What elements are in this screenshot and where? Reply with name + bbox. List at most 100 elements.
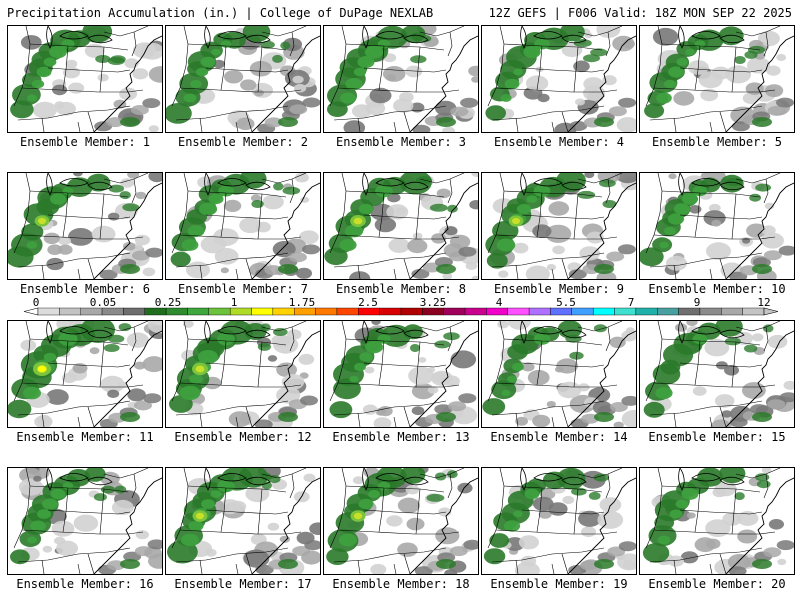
heavier-precip-band <box>483 468 614 569</box>
member-caption: Ensemble Member: 18 <box>332 577 470 591</box>
precip-map <box>167 468 320 574</box>
member-map-panel <box>165 467 321 575</box>
member-caption: Ensemble Member: 16 <box>16 577 154 591</box>
member-caption: Ensemble Member: 9 <box>493 282 625 296</box>
colorbar-segment <box>400 307 423 316</box>
coastline <box>567 330 636 427</box>
coastline <box>93 35 162 132</box>
colorbar-segment <box>165 307 188 316</box>
coastline <box>409 477 478 574</box>
heavier-precip-band <box>166 26 298 127</box>
coastline <box>409 182 478 279</box>
great-lakes <box>46 173 113 196</box>
member-caption: Ensemble Member: 1 <box>19 135 151 149</box>
precip-colorbar: 0 0.05 0.25 1 1.75 2.5 3.25 4 5.5 7 9 12 <box>23 296 779 316</box>
colorbar-segment <box>336 307 359 316</box>
state-borders <box>645 468 781 574</box>
member-map-panel <box>481 467 637 575</box>
member-caption: Ensemble Member: 7 <box>177 282 309 296</box>
colorbar-tick-label: 1 <box>231 296 238 309</box>
great-lakes <box>204 26 271 49</box>
precip-map <box>482 321 636 427</box>
colorbar-segment <box>464 307 487 316</box>
member-map-panel <box>165 25 321 133</box>
colorbar-tick-label: 4 <box>496 296 503 309</box>
coastline <box>409 330 478 427</box>
colorbar-tick-label: 3.25 <box>420 296 447 309</box>
member-map-panel <box>481 172 637 280</box>
coastline <box>725 477 794 574</box>
precip-map <box>8 173 162 279</box>
heavier-precip-band <box>326 468 458 569</box>
great-lakes <box>46 321 113 344</box>
great-lakes <box>520 321 587 344</box>
coastline <box>725 35 794 132</box>
coastline <box>251 330 320 427</box>
state-borders <box>329 173 465 279</box>
coastline <box>93 477 162 574</box>
colorbar-segment <box>37 307 60 316</box>
state-borders <box>645 321 781 427</box>
member-map-panel <box>639 467 795 575</box>
colorbar-segment <box>229 307 252 316</box>
light-precip-areas <box>183 27 320 132</box>
colorbar-segment <box>657 307 679 316</box>
heavier-precip-band <box>643 321 774 422</box>
member-caption: Ensemble Member: 8 <box>335 282 467 296</box>
precip-map <box>644 26 794 132</box>
member-caption: Ensemble Member: 3 <box>335 135 467 149</box>
colorbar-segment <box>742 307 765 316</box>
colorbar-tick-label: 5.5 <box>556 296 576 309</box>
member-map-panel <box>7 172 163 280</box>
heavier-precip-band <box>329 324 460 422</box>
member-caption: Ensemble Member: 14 <box>490 430 628 444</box>
precip-map <box>327 26 478 132</box>
colorbar-segment <box>187 307 210 316</box>
great-lakes <box>204 173 271 196</box>
colorbar-segment <box>443 307 466 316</box>
member-caption: Ensemble Member: 19 <box>490 577 628 591</box>
heavier-precip-band <box>10 26 140 127</box>
great-lakes <box>362 173 429 196</box>
member-map-panel <box>165 172 321 280</box>
colorbar-tick-label: 0 <box>33 296 40 309</box>
precip-map <box>483 468 636 574</box>
precip-map <box>170 173 320 279</box>
member-caption: Ensemble Member: 4 <box>493 135 625 149</box>
colorbar-segment <box>144 307 167 316</box>
heavier-precip-band <box>8 173 140 274</box>
state-borders <box>13 321 149 427</box>
member-map-panel <box>7 467 163 575</box>
colorbar-tick-label: 2.5 <box>358 296 378 309</box>
light-precip-areas <box>347 173 478 279</box>
member-map-panel <box>323 25 479 133</box>
great-lakes <box>520 173 587 196</box>
member-caption: Ensemble Member: 15 <box>648 430 786 444</box>
coastline <box>93 330 162 427</box>
light-precip-areas <box>651 468 794 574</box>
colorbar-segment <box>678 307 701 316</box>
heavier-precip-band <box>644 26 772 127</box>
state-borders <box>13 468 149 574</box>
precip-map <box>640 173 794 279</box>
colorbar-segment <box>635 307 658 316</box>
colorbar-tick-label: 12 <box>757 296 770 309</box>
colorbar-max-arrow <box>763 307 779 316</box>
precip-map <box>10 26 162 132</box>
colorbar-segment <box>721 307 743 316</box>
great-lakes <box>362 468 429 491</box>
colorbar-segment <box>294 307 316 316</box>
colorbar-segment <box>80 307 103 316</box>
great-lakes <box>46 468 113 491</box>
state-borders <box>487 173 623 279</box>
colorbar-segment <box>422 307 444 316</box>
member-caption: Ensemble Member: 13 <box>332 430 470 444</box>
member-map-panel <box>165 320 321 428</box>
coastline <box>567 477 636 574</box>
heavier-precip-band <box>642 468 772 569</box>
member-map-panel <box>323 320 479 428</box>
great-lakes <box>678 468 745 491</box>
coastline <box>725 330 794 427</box>
heavier-precip-band <box>482 321 614 422</box>
member-caption: Ensemble Member: 11 <box>16 430 154 444</box>
